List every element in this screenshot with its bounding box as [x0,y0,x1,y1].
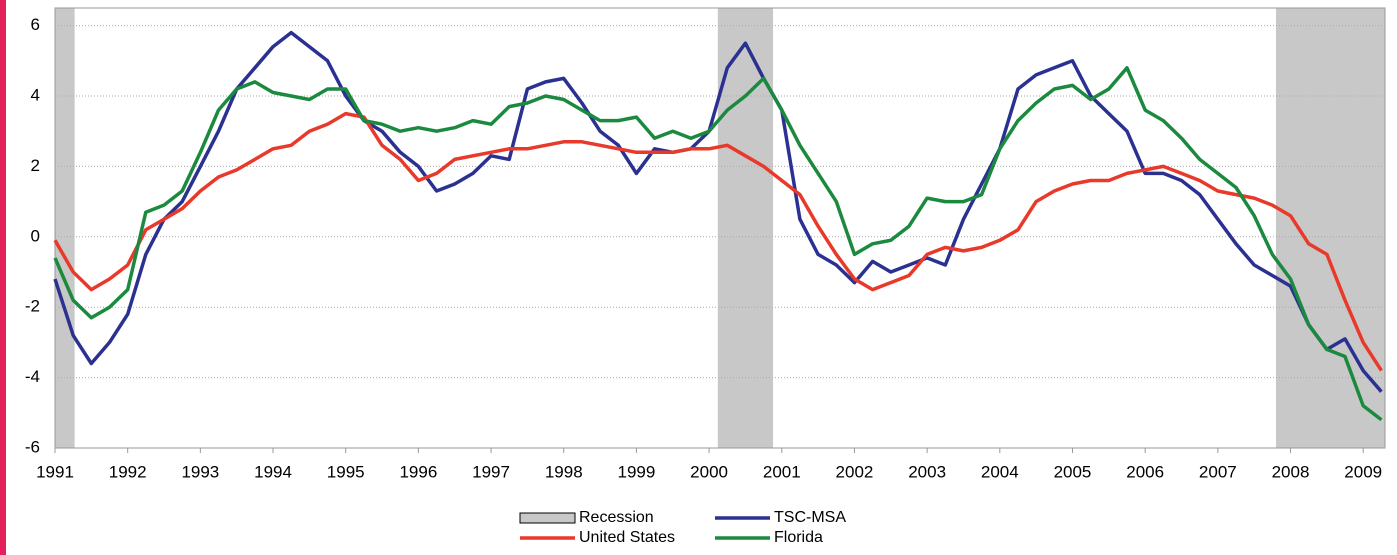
x-tick-label: 2009 [1344,462,1382,481]
x-tick-label: 1993 [181,462,219,481]
legend-swatch [519,512,576,524]
y-tick-label: 4 [31,85,40,104]
x-tick-label: 1996 [399,462,437,481]
legend-label: United States [579,529,675,546]
x-tick-label: 2001 [763,462,801,481]
y-tick-label: 6 [31,15,40,34]
legend-label: TSC-MSA [774,509,846,526]
plot-area: -6 -4 -2 0 2 4 6 1991 1992 1993 1994 1995 1996 1997 19… [25,7,1386,481]
x-tick-label: 2007 [1199,462,1237,481]
x-tick-label: 1995 [327,462,365,481]
series-line [53,111,1383,372]
x-tick-label: 1991 [36,462,74,481]
x-tick-label: 2005 [1054,462,1092,481]
legend: Recession TSC-MSA United States Florida [519,509,846,546]
series-line [53,30,1383,393]
y-tick-label: 0 [31,226,40,245]
x-tick-label: 1992 [109,462,147,481]
x-tick-label: 1997 [472,462,510,481]
x-tick-label: 2008 [1272,462,1310,481]
series-line [53,66,1383,422]
edge-strip [0,0,6,555]
y-tick-label: 2 [31,156,40,175]
y-tick-label: -6 [25,437,40,456]
recession-band [1275,8,1385,448]
plot-border [54,7,1386,449]
x-tick-label: 1998 [545,462,583,481]
x-tick-label: 2003 [908,462,946,481]
legend-label: Florida [774,529,823,546]
y-tick-label: -4 [25,367,40,386]
x-tick-label: 2006 [1126,462,1164,481]
y-tick-label: -2 [25,297,40,316]
legend-label: Recession [579,509,654,526]
x-tick-label: 1994 [254,462,292,481]
x-tick-label: 2002 [836,462,874,481]
x-tick-label: 2000 [690,462,728,481]
recession-band [55,8,75,448]
x-tick-label: 2004 [981,462,1019,481]
x-tick-label: 1999 [618,462,656,481]
